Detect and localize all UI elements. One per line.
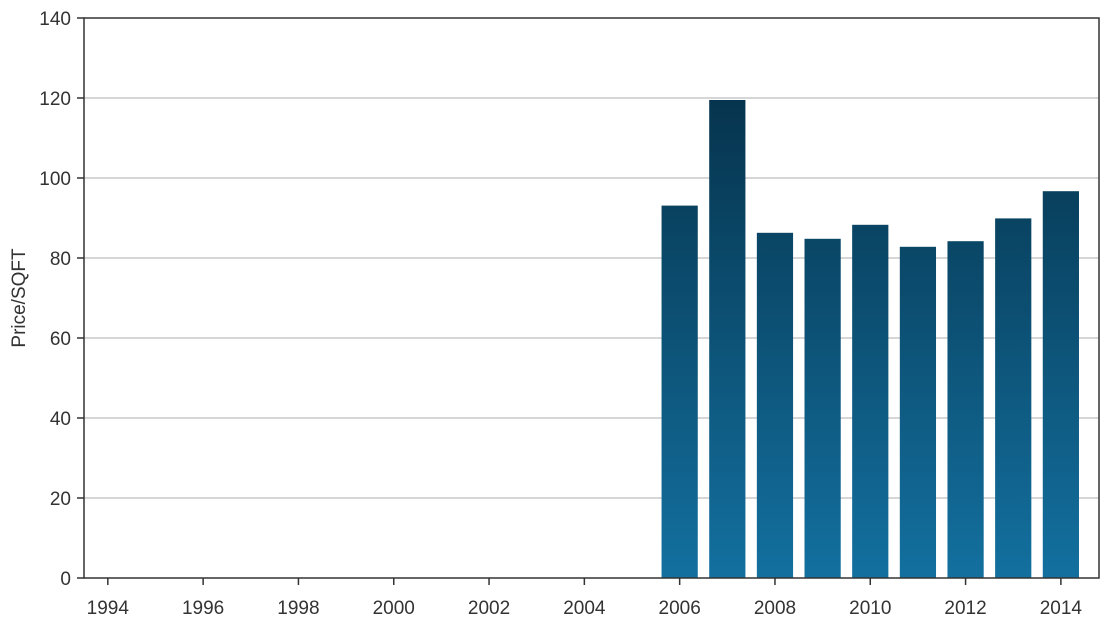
- tick-marks: [77, 17, 1062, 585]
- y-tick-label: 80: [50, 249, 71, 270]
- bar-2006: [661, 205, 698, 578]
- bar-2014: [1042, 191, 1079, 578]
- bar-2010: [852, 224, 889, 579]
- x-tick-label: 2002: [468, 598, 510, 619]
- bar-2009: [804, 238, 841, 579]
- y-tick-label: 60: [50, 329, 71, 350]
- y-axis-title: Price/SQFT: [9, 248, 30, 348]
- gridlines: [84, 97, 1099, 499]
- x-tick-label: 1994: [87, 598, 130, 619]
- x-tick-label: 1996: [182, 598, 224, 619]
- x-tick-label: 2000: [373, 598, 415, 619]
- bar-2007: [709, 100, 746, 578]
- x-tick-label: 2010: [849, 598, 891, 619]
- x-tick-label: 1998: [277, 598, 319, 619]
- y-tick-label: 0: [60, 569, 71, 590]
- bar-2008: [756, 232, 794, 579]
- x-tick-label: 2014: [1040, 598, 1083, 619]
- x-tick-label: 2012: [944, 598, 986, 619]
- x-tick-label: 2006: [659, 598, 701, 619]
- plot-frame: [83, 17, 1100, 579]
- bar-2013: [995, 218, 1032, 578]
- tick-labels: 0 20 40 60 80 100 120 140 1994 1996 1998 2000 2002 20…: [39, 9, 1082, 619]
- bar-2011: [899, 246, 937, 579]
- y-tick-label: 120: [39, 89, 71, 110]
- bar-2012: [947, 241, 984, 578]
- y-tick-label: 100: [39, 169, 71, 190]
- x-tick-label: 2008: [754, 598, 796, 619]
- bars: [661, 100, 1079, 579]
- y-tick-label: 20: [50, 489, 71, 510]
- x-tick-label: 2004: [563, 598, 606, 619]
- y-tick-label: 140: [39, 9, 71, 30]
- y-tick-label: 40: [50, 409, 71, 430]
